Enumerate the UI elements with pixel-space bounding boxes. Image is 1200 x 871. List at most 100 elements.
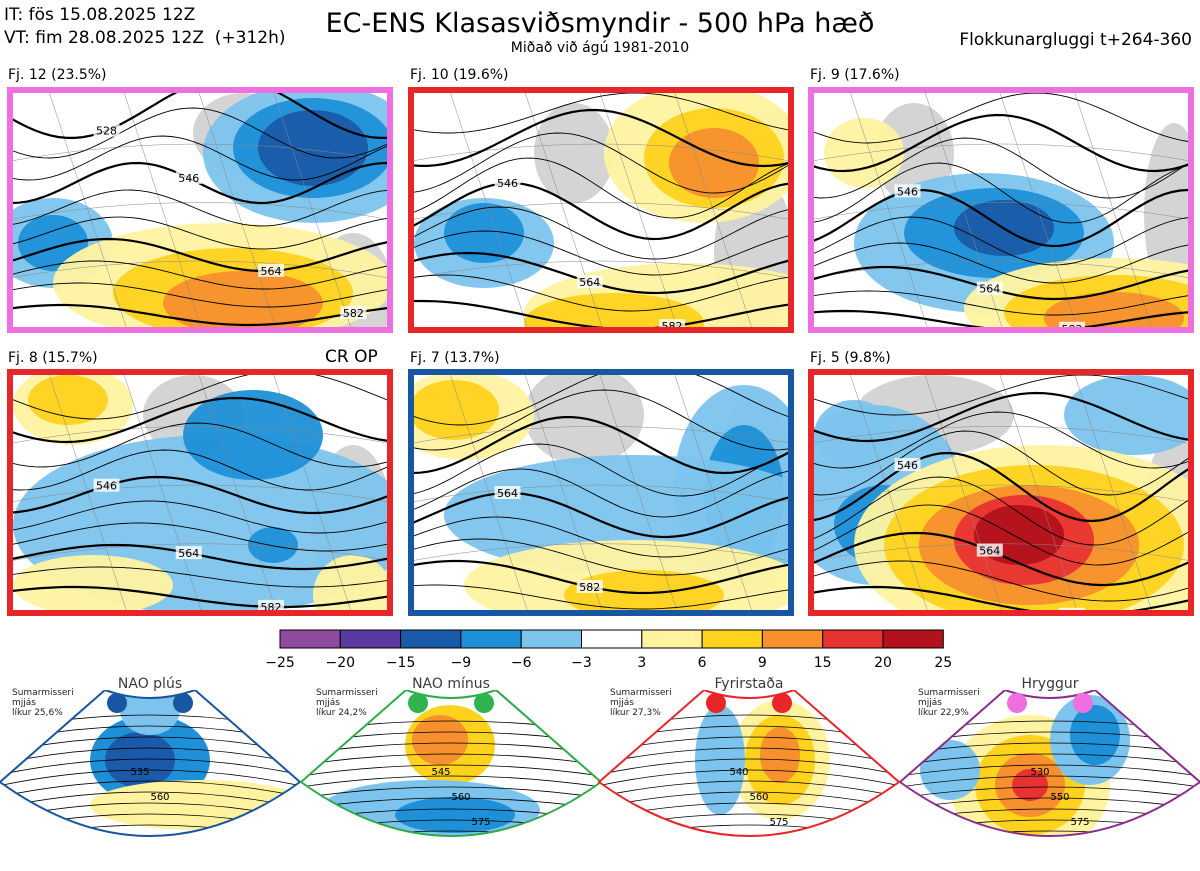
regime-contour (900, 786, 1200, 802)
height-contour (814, 113, 1188, 173)
graticule-line (674, 93, 752, 327)
graticule-line (450, 375, 528, 610)
colorbar-tick-label: −3 (571, 655, 592, 671)
contour-label-bg (258, 263, 285, 277)
height-contour (814, 451, 1188, 523)
graticule-line (414, 543, 788, 561)
regime-contour (900, 830, 1200, 836)
regime-contour-label: 575 (1070, 817, 1089, 828)
graticule-line (414, 202, 788, 220)
colorbar-segment (339, 629, 402, 649)
height-contour (414, 206, 788, 260)
regime-sector-map: 530 550 575 (900, 690, 1200, 836)
height-contour (814, 476, 1188, 546)
regime-note: Sumarmisseri mjjás líkur 22,9% (918, 688, 980, 718)
regime-marker-dot (772, 693, 792, 713)
contour-label: 582 (261, 601, 282, 610)
graticule-line (123, 93, 202, 327)
cluster-map-fj10: 546 564 582 (408, 87, 794, 333)
regime-contour-label: 550 (1050, 792, 1069, 803)
graticule-line (13, 260, 387, 278)
colorbar-segment (581, 629, 643, 649)
graticule-line (814, 484, 1188, 502)
graticule-line (999, 375, 1078, 610)
contour-label: 564 (979, 545, 1000, 558)
panel-label: Fj. 12 (23.5%) (8, 67, 107, 83)
regime-sector-map: 545 560 575 (301, 690, 601, 836)
contour-label-bg (258, 599, 285, 610)
graticule-line (13, 202, 387, 220)
height-contour (13, 585, 387, 609)
graticule-line (414, 143, 788, 161)
regime-marker-dot (474, 693, 494, 713)
panel-label: Fj. 7 (13.7%) (410, 350, 500, 366)
page-title: EC-ENS Klasasviðsmyndir - 500 hPa hæð (325, 8, 875, 39)
contour-label: 546 (178, 172, 199, 185)
height-contour (814, 93, 1188, 144)
regime-contour-label: 545 (431, 767, 450, 778)
regime-anomaly (1012, 769, 1048, 801)
contour-label: 582 (579, 581, 600, 594)
contour-label-bg (976, 281, 1003, 295)
graticule-line (924, 93, 1003, 327)
contour-label-bg (659, 319, 686, 327)
contour-label: 546 (96, 480, 117, 493)
height-contour (814, 137, 1188, 199)
graticule-line (414, 484, 788, 502)
regime-marker-dot (408, 693, 428, 713)
colorbar-segment (761, 629, 824, 649)
page-subtitle: Miðað við ágú 1981-2010 (510, 40, 690, 56)
graticule-line (123, 375, 202, 610)
regime-contour-label: 540 (729, 767, 748, 778)
regime-anomaly (1070, 705, 1120, 765)
colorbar-segment (882, 629, 944, 649)
regime-contour (900, 775, 1200, 791)
height-contour (13, 375, 387, 420)
height-contour (13, 303, 387, 327)
colorbar-segment (701, 629, 763, 649)
contour-label-bg (93, 478, 120, 492)
regime-anomaly (395, 797, 515, 833)
contour-label: 582 (343, 307, 364, 320)
anomaly-map: 528 546 564 582 (13, 93, 387, 327)
regime-contour (0, 780, 300, 802)
height-contour (414, 181, 788, 241)
contour-label-bg (976, 543, 1003, 557)
height-contour (13, 282, 387, 308)
classification-window: Flokkunargluggi t+264-360 (959, 30, 1192, 50)
panel-label: Fj. 5 (9.8%) (810, 350, 891, 366)
anomaly-area (28, 375, 108, 425)
anomaly-area (444, 203, 524, 263)
graticule-line (13, 426, 387, 444)
height-contour (13, 422, 387, 468)
regime-marker-dot (107, 693, 127, 713)
contour-label-bg (93, 123, 120, 137)
graticule-line (999, 93, 1078, 327)
regime-sector-outline (597, 690, 901, 837)
height-contour (414, 274, 788, 312)
cluster-map-fj8: 546 564 582 (7, 369, 393, 616)
height-contour (414, 93, 788, 134)
colorbar-tick-label: 20 (874, 655, 892, 671)
contour-label-bg (1059, 321, 1086, 327)
graticule-line (414, 260, 788, 278)
init-time: IT: fös 15.08.2025 12Z (4, 5, 196, 25)
panel-label: Fj. 10 (19.6%) (410, 67, 509, 83)
height-contour (13, 237, 387, 273)
valid-time: VT: fim 28.08.2025 12Z (+312h) (4, 28, 286, 48)
regime-note: Sumarmisseri mjjás líkur 25,6% (12, 688, 74, 718)
height-contour (414, 538, 788, 576)
graticule-line (273, 93, 351, 327)
anomaly-map: 546 564 582 (414, 93, 788, 327)
height-contour (414, 516, 788, 558)
colorbar-segment (279, 629, 341, 649)
height-contour (13, 500, 387, 534)
contour-label-bg (175, 546, 202, 560)
regime-anomaly (695, 705, 745, 815)
colorbar-tick-label: −9 (450, 655, 472, 671)
contour-label-bg (340, 306, 367, 320)
regime-contour-label: 535 (130, 767, 149, 778)
colorbar (279, 629, 944, 649)
colorbar-segment (822, 629, 884, 649)
height-contour (13, 475, 387, 515)
